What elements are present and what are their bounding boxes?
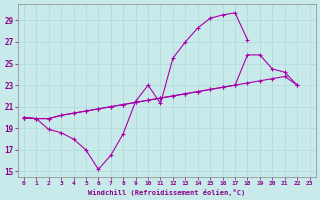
X-axis label: Windchill (Refroidissement éolien,°C): Windchill (Refroidissement éolien,°C) [88,189,245,196]
